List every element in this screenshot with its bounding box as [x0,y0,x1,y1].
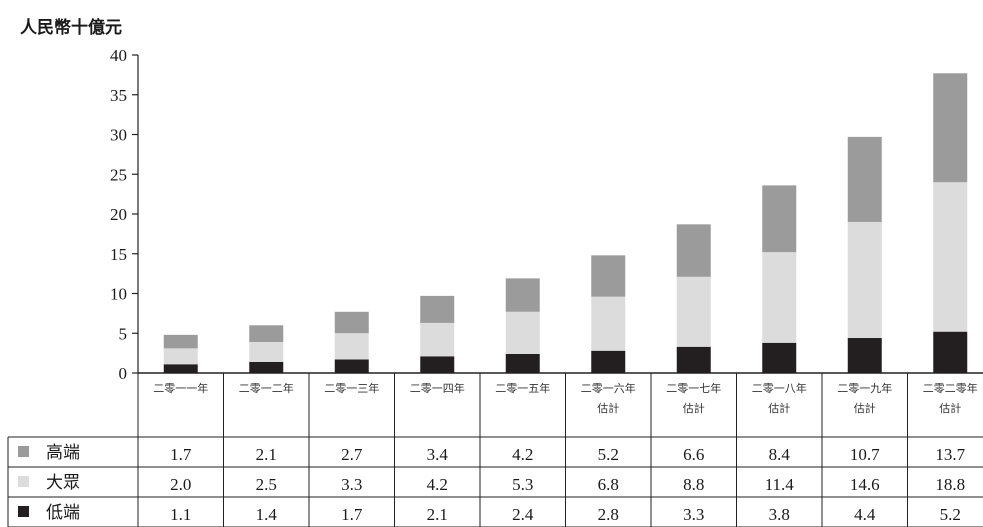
data-value-label: 4.4 [854,505,876,524]
x-category-label: 二零一七年 [666,381,721,395]
data-value-label: 3.4 [427,445,449,464]
data-value-label: 2.7 [341,445,363,464]
y-tick-label: 35 [110,86,127,105]
data-value-label: 11.4 [765,475,795,494]
legend-swatch [18,506,29,517]
data-value-label: 5.2 [940,505,961,524]
bar-segment [762,342,797,373]
bar-segment [163,348,198,365]
bar-segment [420,322,455,357]
data-value-label: 6.8 [598,475,619,494]
y-tick-label: 20 [110,205,127,224]
bar-segment [505,278,540,312]
data-value-label: 1.4 [256,505,278,524]
data-value-label: 2.1 [256,445,277,464]
data-value-label: 10.7 [850,445,880,464]
bar-segment [676,224,711,277]
data-value-label: 6.6 [683,445,704,464]
bar-segment [676,276,711,347]
legend-swatch [18,446,29,457]
y-tick-label: 10 [110,285,127,304]
data-value-label: 8.8 [683,475,704,494]
data-value-label: 2.1 [427,505,448,524]
bar-segment [249,361,284,373]
bar-segment [762,252,797,343]
data-value-label: 8.4 [769,445,791,464]
bar-segment [591,255,626,297]
data-value-label: 4.2 [512,445,533,464]
x-category-label: 二零二零年 [923,381,978,395]
bar-segment [249,325,284,342]
x-category-label: 二零一三年 [324,381,379,395]
data-value-label: 3.3 [683,505,704,524]
x-category-label: 二零一六年 [581,381,636,395]
data-value-label: 1.7 [170,445,192,464]
bar-segment [334,333,369,360]
bar-segment [591,350,626,373]
data-value-label: 2.0 [170,475,191,494]
x-category-label: 二零一一年 [153,381,208,395]
data-value-label: 3.8 [769,505,790,524]
bar-segment [420,295,455,323]
y-tick-label: 25 [110,165,127,184]
x-category-label: 估計 [597,401,619,415]
data-value-label: 2.5 [256,475,277,494]
data-value-label: 14.6 [850,475,880,494]
x-category-label: 估計 [854,401,876,415]
x-category-label: 二零一八年 [752,381,807,395]
x-category-label: 估計 [768,401,790,415]
y-tick-label: 40 [110,46,127,65]
bar-segment [933,182,968,332]
bar-segment [249,341,284,362]
data-value-label: 4.2 [427,475,448,494]
bar-segment [505,311,540,354]
y-tick-label: 30 [110,126,127,145]
bar-segment [676,346,711,373]
data-value-label: 2.4 [512,505,534,524]
data-value-label: 5.3 [512,475,533,494]
bar-segment [163,364,198,373]
legend-label: 低端 [46,503,80,523]
data-value-label: 2.8 [598,505,619,524]
x-category-label: 二零一九年 [837,381,892,395]
bar-segment [420,356,455,373]
y-tick-label: 5 [119,324,128,343]
data-value-label: 3.3 [341,475,362,494]
bar-segment [505,353,540,373]
legend-label: 高端 [46,443,80,463]
bar-segment [933,73,968,183]
bar-segment [847,221,882,339]
legend-swatch [18,476,29,487]
data-value-label: 5.2 [598,445,619,464]
x-category-label: 估計 [939,401,961,415]
legend-label: 大眾 [46,473,80,493]
bar-segment [933,331,968,373]
bar-segment [163,334,198,349]
bar-segment [847,338,882,373]
x-category-label: 二零一二年 [239,381,294,395]
data-value-label: 18.8 [935,475,965,494]
x-category-label: 二零一四年 [410,381,465,395]
data-value-label: 1.7 [341,505,363,524]
bar-segment [847,136,882,222]
data-value-label: 13.7 [935,445,965,464]
bar-segment [762,185,797,253]
x-category-label: 估計 [683,401,705,415]
y-axis-unit-label: 人民幣十億元 [20,18,122,38]
bar-segment [334,359,369,373]
y-tick-label: 0 [119,364,128,383]
y-tick-label: 15 [110,245,127,264]
data-value-label: 1.1 [170,505,191,524]
bar-segment [334,311,369,334]
bar-segment [591,296,626,351]
x-category-label: 二零一五年 [495,381,550,395]
